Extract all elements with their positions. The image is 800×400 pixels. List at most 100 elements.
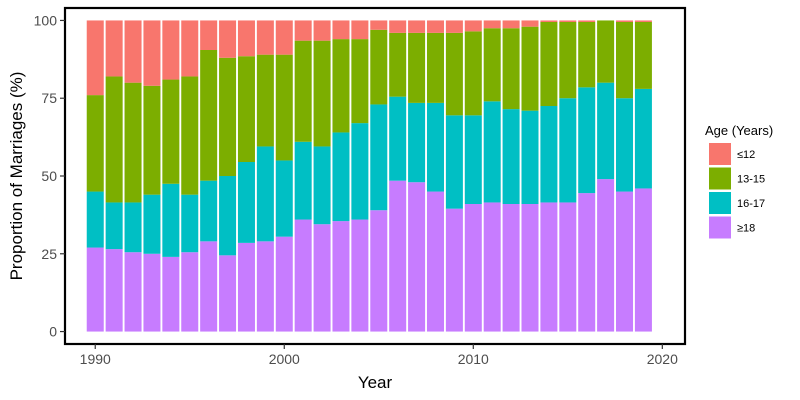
- bar-segment-2019-2: [634, 22, 652, 89]
- bar-segment-2006-1: [389, 96, 407, 181]
- bar-segment-1996-1: [200, 180, 218, 242]
- bar-segment-1991-1: [105, 202, 123, 250]
- bar-segment-2000-1: [275, 160, 293, 237]
- bars-layer: [86, 20, 652, 332]
- bar-segment-1998-2: [237, 56, 255, 162]
- bar-segment-1990-2: [86, 95, 104, 192]
- bar-segment-2010-3: [464, 20, 482, 32]
- bar-segment-2019-3: [634, 20, 652, 22]
- bar-segment-2008-0: [426, 191, 444, 332]
- bar-segment-1995-0: [181, 252, 199, 332]
- bar-segment-2006-0: [389, 180, 407, 332]
- bar-segment-2005-2: [370, 29, 388, 105]
- bar-segment-2002-3: [313, 20, 331, 41]
- bar-segment-2002-0: [313, 224, 331, 332]
- bar-segment-2001-0: [294, 219, 312, 332]
- bar-segment-1994-0: [162, 256, 180, 332]
- y-tick-label: 25: [41, 246, 57, 262]
- legend-label: 16-17: [737, 198, 765, 210]
- bar-segment-2014-2: [540, 22, 558, 106]
- bar-segment-2009-0: [445, 208, 463, 332]
- bar-segment-2013-3: [521, 20, 539, 27]
- bar-segment-2019-1: [634, 88, 652, 189]
- bar-segment-2008-2: [426, 32, 444, 103]
- bar-segment-2002-1: [313, 146, 331, 225]
- bar-segment-2014-0: [540, 202, 558, 332]
- y-tick-label: 0: [49, 324, 57, 340]
- bar-segment-2004-3: [351, 20, 369, 40]
- bar-segment-2005-3: [370, 20, 388, 30]
- bar-segment-1992-3: [124, 20, 142, 83]
- bar-segment-2018-1: [616, 98, 634, 192]
- bar-segment-2005-1: [370, 104, 388, 211]
- bar-segment-2016-2: [578, 22, 596, 88]
- bar-segment-1993-3: [143, 20, 161, 86]
- x-tick-label: 2020: [647, 351, 678, 367]
- bar-segment-2018-0: [616, 191, 634, 332]
- bar-segment-2007-0: [408, 182, 426, 332]
- legend-swatch: [709, 216, 731, 239]
- bar-segment-2013-1: [521, 110, 539, 204]
- bar-segment-2002-2: [313, 40, 331, 147]
- bar-segment-2009-1: [445, 115, 463, 209]
- bar-segment-2001-2: [294, 40, 312, 142]
- bar-segment-1998-0: [237, 242, 255, 332]
- legend-swatch: [709, 192, 731, 214]
- bar-segment-2003-1: [332, 132, 350, 222]
- bar-segment-2010-1: [464, 115, 482, 204]
- bar-segment-1991-2: [105, 76, 123, 203]
- bar-segment-2019-0: [634, 188, 652, 332]
- bar-segment-2003-3: [332, 20, 350, 40]
- x-tick-label: 2000: [269, 351, 300, 367]
- bar-segment-2016-3: [578, 20, 596, 22]
- x-axis-title: Year: [358, 373, 393, 392]
- bar-segment-1994-1: [162, 183, 180, 257]
- bar-segment-1997-0: [219, 255, 237, 332]
- bar-segment-1995-2: [181, 76, 199, 195]
- bar-segment-2006-2: [389, 32, 407, 97]
- legend-label: 13-15: [737, 174, 765, 186]
- bar-segment-1992-2: [124, 82, 142, 203]
- bar-segment-2005-0: [370, 210, 388, 332]
- bar-segment-1990-1: [86, 191, 104, 248]
- bar-segment-1995-3: [181, 20, 199, 77]
- y-tick-label: 50: [41, 168, 57, 184]
- bar-segment-2004-0: [351, 219, 369, 332]
- bar-segment-2010-0: [464, 204, 482, 332]
- bar-segment-2014-1: [540, 106, 558, 203]
- bar-segment-2017-0: [597, 179, 615, 332]
- bar-segment-2015-0: [559, 202, 577, 332]
- bar-segment-2016-1: [578, 87, 596, 194]
- bar-segment-2014-3: [540, 20, 558, 22]
- bar-segment-1994-3: [162, 20, 180, 80]
- bar-segment-2012-1: [502, 109, 520, 204]
- legend-swatch: [709, 167, 731, 190]
- bar-segment-2010-2: [464, 31, 482, 116]
- bar-segment-2003-0: [332, 221, 350, 332]
- bar-segment-2004-2: [351, 39, 369, 124]
- bar-segment-2007-3: [408, 20, 426, 33]
- bar-segment-2008-3: [426, 20, 444, 33]
- bar-segment-2013-2: [521, 26, 539, 111]
- bar-segment-2016-0: [578, 193, 596, 332]
- legend-title: Age (Years): [705, 123, 773, 138]
- legend-label: ≤12: [737, 149, 755, 161]
- bar-segment-2011-2: [483, 28, 501, 102]
- bar-segment-2006-3: [389, 20, 407, 33]
- bar-segment-1999-1: [256, 146, 274, 242]
- bar-segment-1993-2: [143, 85, 161, 195]
- bar-segment-1996-0: [200, 241, 218, 332]
- legend-label: ≥18: [737, 223, 755, 235]
- bar-segment-2009-3: [445, 20, 463, 33]
- bar-segment-2011-0: [483, 202, 501, 332]
- bar-segment-2000-3: [275, 20, 293, 55]
- bar-segment-2017-1: [597, 82, 615, 180]
- bar-segment-1993-1: [143, 194, 161, 254]
- legend-swatch: [709, 143, 731, 165]
- bar-segment-1991-0: [105, 249, 123, 332]
- bar-segment-2004-1: [351, 123, 369, 220]
- bar-segment-2007-2: [408, 32, 426, 103]
- x-tick-label: 1990: [80, 351, 111, 367]
- bar-segment-2000-0: [275, 236, 293, 332]
